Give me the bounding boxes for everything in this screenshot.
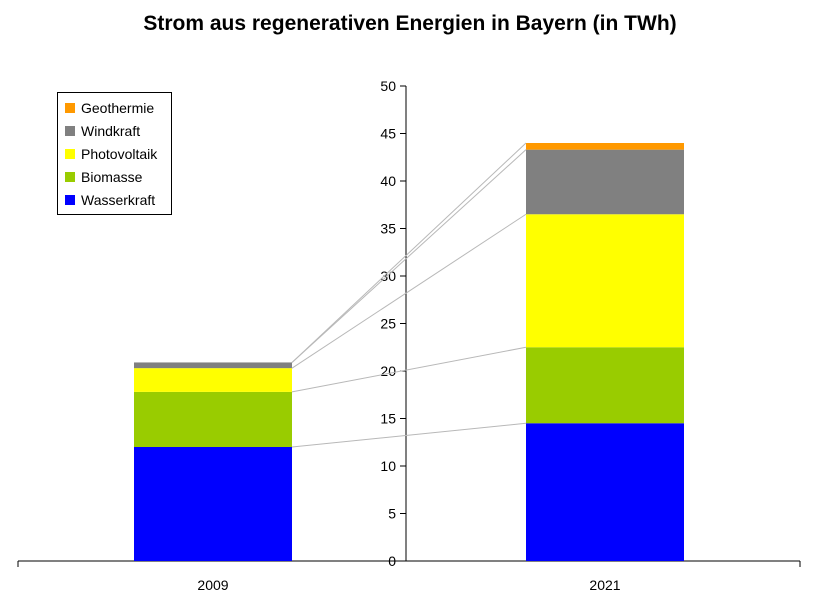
y-tick-label: 5 [388, 506, 396, 522]
legend-swatch [65, 148, 75, 159]
y-tick-label: 40 [380, 173, 396, 189]
legend-item: Biomasse [58, 165, 171, 188]
bar-segment-geothermie-2021 [526, 143, 684, 150]
series-connector-line [291, 346, 527, 393]
y-tick-label: 20 [380, 363, 396, 379]
bar-segment-wasserkraft-2009 [134, 447, 292, 561]
y-tick-label: 50 [380, 78, 396, 94]
legend-swatch [65, 102, 75, 113]
bar-segment-windkraft-2021 [526, 149, 684, 215]
bar-segment-biomasse-2009 [134, 391, 292, 447]
legend-item: Windkraft [58, 119, 171, 142]
legend: Geothermie Windkraft Photovoltaik Biomasse W… [57, 92, 172, 215]
bar-segment-wasserkraft-2021 [526, 423, 684, 561]
bar-segment-biomasse-2021 [526, 347, 684, 424]
legend-item: Geothermie [58, 96, 171, 119]
y-tick-label: 45 [380, 126, 396, 142]
y-tick-label: 15 [380, 411, 396, 427]
series-connector-line [291, 142, 527, 363]
bar-segment-photovoltaik-2021 [526, 214, 684, 348]
legend-item: Wasserkraft [58, 188, 171, 211]
x-tick-label: 2021 [589, 577, 620, 593]
y-tick-label: 10 [380, 458, 396, 474]
y-tick-label: 35 [380, 221, 396, 237]
series-connector-line [291, 422, 527, 448]
x-tick-label: 2009 [197, 577, 228, 593]
bar-segment-photovoltaik-2009 [134, 368, 292, 392]
y-tick-label: 25 [380, 316, 396, 332]
bar-segment-windkraft-2009 [134, 362, 292, 369]
legend-swatch [65, 194, 75, 205]
legend-swatch [65, 171, 75, 182]
y-tick-label: 30 [380, 268, 396, 284]
series-connector-line [291, 213, 527, 369]
series-connector-line [291, 149, 527, 363]
legend-label: Geothermie [81, 99, 155, 116]
legend-item: Photovoltaik [58, 142, 171, 165]
legend-label: Windkraft [81, 122, 141, 139]
legend-label: Photovoltaik [81, 145, 158, 162]
legend-label: Biomasse [81, 168, 143, 185]
legend-swatch [65, 125, 75, 136]
y-tick-label: 0 [388, 553, 396, 569]
legend-label: Wasserkraft [81, 191, 156, 208]
chart-title: Strom aus regenerativen Energien in Baye… [143, 12, 677, 35]
